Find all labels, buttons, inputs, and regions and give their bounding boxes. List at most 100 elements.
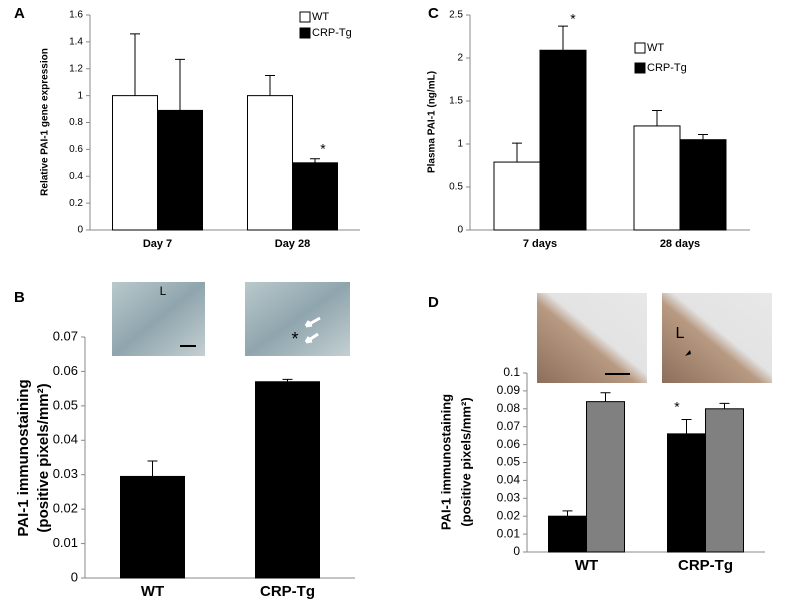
y-tick-label: 0.01	[53, 535, 78, 550]
y-tick-label: 2.5	[449, 10, 463, 21]
y-tick-label: 0.1	[503, 365, 520, 379]
error-bar	[600, 392, 611, 402]
bar	[292, 162, 338, 231]
y-tick-label: 0.2	[69, 198, 83, 209]
annotation: *	[320, 141, 326, 157]
y-tick-label: 1.6	[69, 10, 83, 21]
bar	[633, 125, 681, 231]
y-tick-label: 0	[513, 544, 520, 558]
bar	[247, 95, 293, 231]
x-tick-label: Day 28	[275, 238, 310, 250]
error-bar	[719, 402, 730, 409]
error-bar	[558, 25, 568, 51]
bar	[539, 49, 587, 231]
y-tick-label: 0.08	[497, 401, 521, 415]
error-bar	[130, 33, 140, 96]
x-tick-label: 7 days	[523, 238, 557, 250]
legend-label: WT	[312, 11, 329, 23]
y-tick-label: 0	[457, 225, 463, 236]
error-bar	[562, 510, 573, 517]
y-tick-label: 0.02	[53, 501, 78, 516]
y-tick-label: 2	[457, 53, 463, 64]
x-tick-label: 28 days	[660, 238, 700, 250]
bar	[255, 381, 320, 579]
micrographs	[112, 282, 772, 383]
panel-label: D	[428, 294, 439, 311]
y-axis-label: Relative PAI-1 gene expression	[40, 48, 51, 196]
x-tick-label: Day 7	[143, 238, 172, 250]
panel-label: A	[14, 5, 25, 22]
y-tick-label: 0.09	[497, 383, 521, 397]
y-tick-label: 1	[77, 90, 83, 101]
annotation: L	[160, 284, 167, 298]
bar	[120, 475, 185, 579]
annotation: L	[676, 325, 685, 342]
y-tick-label: 0.05	[53, 397, 78, 412]
x-tick-label: WT	[575, 557, 598, 574]
y-tick-label: 0.04	[53, 432, 78, 447]
y-tick-label: 1	[457, 139, 463, 150]
y-axis-label: PAI-1 immunostaining	[15, 379, 32, 536]
error-bar	[147, 460, 158, 477]
error-bar	[512, 142, 522, 163]
y-tick-label: 0.8	[69, 117, 83, 128]
y-axis-label: Plasma PAI-1 (ng/mL)	[427, 71, 438, 173]
panel-label: C	[428, 5, 439, 22]
x-tick-label: WT	[141, 583, 164, 600]
y-tick-label: 1.5	[449, 96, 463, 107]
bar	[586, 401, 625, 553]
arrowhead	[685, 350, 691, 356]
y-tick-label: 0.02	[497, 508, 521, 522]
micrograph	[245, 282, 350, 356]
legend-swatch	[634, 62, 646, 74]
y-tick-label: 0.03	[53, 466, 78, 481]
bar	[667, 433, 706, 553]
legend-label: CRP-Tg	[312, 27, 352, 39]
y-tick-label: 0.07	[53, 328, 78, 343]
y-tick-label: 0.4	[69, 171, 83, 182]
y-tick-label: 1.4	[69, 37, 83, 48]
legend-label: WT	[647, 42, 664, 54]
micrograph	[112, 282, 205, 356]
x-tick-label: CRP-Tg	[678, 557, 733, 574]
y-axis-label: PAI-1 immunostaining	[438, 394, 453, 530]
bar	[548, 515, 587, 553]
y-tick-label: 0.05	[497, 455, 521, 469]
micrograph	[662, 293, 772, 383]
arrow	[304, 316, 321, 344]
annotation: *	[570, 11, 576, 27]
bar	[493, 161, 541, 231]
y-tick-label: 1.2	[69, 63, 83, 74]
panel-label: B	[14, 289, 25, 306]
error-bar	[282, 378, 293, 382]
error-bar	[310, 158, 320, 163]
error-bar	[698, 134, 708, 140]
error-bar	[175, 58, 185, 111]
bar	[112, 95, 158, 231]
error-bar	[265, 74, 275, 96]
y-tick-label: 0.07	[497, 419, 521, 433]
y-tick-label: 0.04	[497, 473, 521, 487]
y-tick-label: 0.03	[497, 490, 521, 504]
error-bar	[652, 109, 662, 126]
legend-swatch	[299, 11, 311, 23]
y-axis-label: (positive pixels/mm²)	[35, 383, 52, 532]
legend-swatch	[634, 42, 646, 54]
annotation: *	[674, 399, 680, 415]
x-tick-label: CRP-Tg	[260, 583, 315, 600]
y-tick-label: 0	[71, 569, 78, 584]
legend-swatch	[299, 27, 311, 39]
y-tick-label: 0.06	[53, 363, 78, 378]
y-tick-label: 0.01	[497, 526, 521, 540]
bar	[705, 408, 744, 553]
bar	[679, 139, 727, 231]
y-tick-label: 0.06	[497, 437, 521, 451]
annotation: *	[291, 329, 298, 349]
micrograph	[537, 293, 647, 383]
y-tick-label: 0	[77, 225, 83, 236]
y-axis-label: (positive pixels/mm²)	[458, 397, 473, 526]
y-tick-label: 0.5	[449, 182, 463, 193]
y-tick-label: 0.6	[69, 144, 83, 155]
